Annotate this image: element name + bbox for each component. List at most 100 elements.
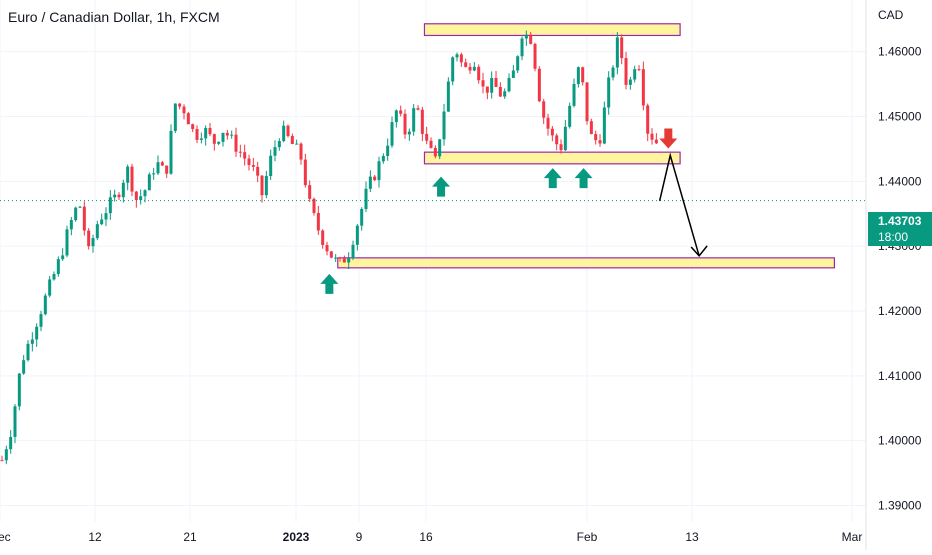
support-arrow-1[interactable] <box>320 273 339 294</box>
candle-down <box>342 258 346 263</box>
candle-up <box>147 174 151 191</box>
candle-up <box>152 173 156 175</box>
candle-down <box>481 80 485 87</box>
zone-layer <box>337 23 835 269</box>
mid-support-zone[interactable] <box>423 151 681 165</box>
y-tick-label: 1.42000 <box>878 304 922 318</box>
candle-up <box>74 207 78 221</box>
candle-up <box>277 141 281 148</box>
projection-arrowhead <box>690 245 708 258</box>
candle-up <box>204 128 208 139</box>
candle-down <box>338 257 342 259</box>
candle-up <box>351 244 355 258</box>
sell-arrow[interactable] <box>659 128 678 149</box>
last-price-badge: 1.43703 18:00 <box>868 212 932 246</box>
candle-up <box>364 188 368 210</box>
candle-up <box>633 69 637 80</box>
candle-down <box>581 67 585 83</box>
resistance-zone[interactable] <box>423 23 681 37</box>
x-tick-label: Mar <box>842 530 863 544</box>
y-tick-label: 1.41000 <box>878 369 922 383</box>
support-arrow-3[interactable] <box>543 168 562 189</box>
x-tick-label: 16 <box>419 530 433 544</box>
candle-down <box>399 110 403 114</box>
candle-down <box>598 140 602 144</box>
candle-up <box>217 141 221 144</box>
candle-down <box>373 176 377 181</box>
candle-down <box>429 140 433 148</box>
candle-up <box>143 190 147 197</box>
candle-down <box>542 101 546 118</box>
candle-up <box>490 77 494 93</box>
candle-down <box>165 165 169 174</box>
candle-up <box>26 343 30 361</box>
candle-down <box>182 106 186 114</box>
support-arrow-4[interactable] <box>574 168 593 189</box>
candle-down <box>641 69 645 106</box>
candle-down <box>464 62 468 67</box>
candle-down <box>559 144 563 151</box>
candle-up <box>507 77 511 92</box>
last-price-value: 1.43703 <box>878 214 922 228</box>
candle-down <box>416 108 420 110</box>
candle-down <box>87 230 91 247</box>
candle-up <box>568 105 572 127</box>
candle-down <box>191 124 195 129</box>
candle-up <box>121 182 125 198</box>
candle-down <box>477 66 481 81</box>
price-axis[interactable]: 1.460001.450001.440001.430001.420001.410… <box>878 45 922 513</box>
candle-down <box>251 165 255 167</box>
candle-down <box>130 166 134 192</box>
candle-up <box>394 110 398 123</box>
candle-down <box>234 134 238 152</box>
candle-up <box>104 213 108 220</box>
candle-up <box>269 155 273 177</box>
y-tick-label: 1.44000 <box>878 174 922 188</box>
candle-up <box>108 197 112 214</box>
candle-down <box>537 68 541 102</box>
candle-up <box>524 34 528 39</box>
candle-up <box>368 176 372 189</box>
candle-up <box>615 37 619 68</box>
candle-layer <box>0 30 866 465</box>
x-tick-label: 12 <box>88 530 102 544</box>
candle-up <box>61 255 65 260</box>
candle-up <box>438 139 442 157</box>
candle-up <box>377 161 381 181</box>
candle-down <box>212 134 216 144</box>
candle-down <box>459 54 463 63</box>
x-tick-label: 2023 <box>283 530 310 544</box>
support-arrow-2[interactable] <box>432 176 451 197</box>
time-axis[interactable]: Dec 12 21 2023 9 16 Feb 13 Mar <box>0 530 862 544</box>
candle-up <box>607 77 611 108</box>
lower-support-zone[interactable] <box>337 257 835 269</box>
x-tick-label: Feb <box>577 530 598 544</box>
candle-down <box>329 251 333 258</box>
candle-down <box>646 105 650 134</box>
candle-up <box>264 176 268 196</box>
candle-up <box>563 126 567 151</box>
candle-down <box>286 125 290 137</box>
y-tick-label: 1.45000 <box>878 109 922 123</box>
projection-path[interactable] <box>658 152 700 257</box>
candle-up <box>221 132 225 142</box>
chart-title: Euro / Canadian Dollar, 1h, FXCM <box>8 9 220 25</box>
candle-down <box>134 191 138 201</box>
candle-up <box>282 125 286 142</box>
candle-up <box>503 91 507 97</box>
candle-up <box>611 67 615 78</box>
candle-up <box>455 54 459 58</box>
candle-up <box>334 257 338 259</box>
candle-up <box>412 108 416 132</box>
candle-up <box>17 373 21 407</box>
candle-up <box>91 238 95 247</box>
candle-down <box>195 128 199 140</box>
candle-up <box>48 279 52 296</box>
candle-down <box>620 37 624 59</box>
candle-down <box>303 159 307 186</box>
candle-up <box>39 314 43 327</box>
x-tick-label: 9 <box>356 530 363 544</box>
candle-down <box>485 86 489 93</box>
